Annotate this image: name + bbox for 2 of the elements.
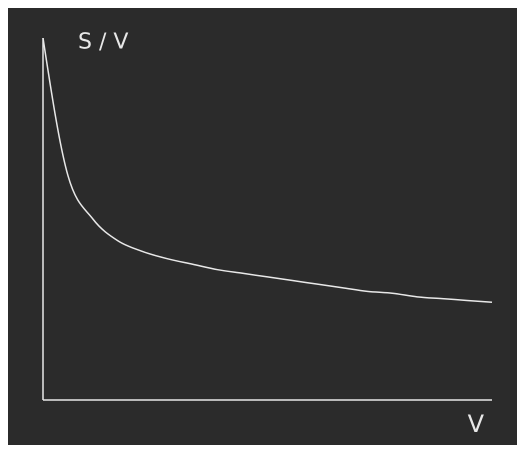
- y-axis-title: S / V: [78, 30, 128, 55]
- x-axis-title: V: [468, 410, 485, 438]
